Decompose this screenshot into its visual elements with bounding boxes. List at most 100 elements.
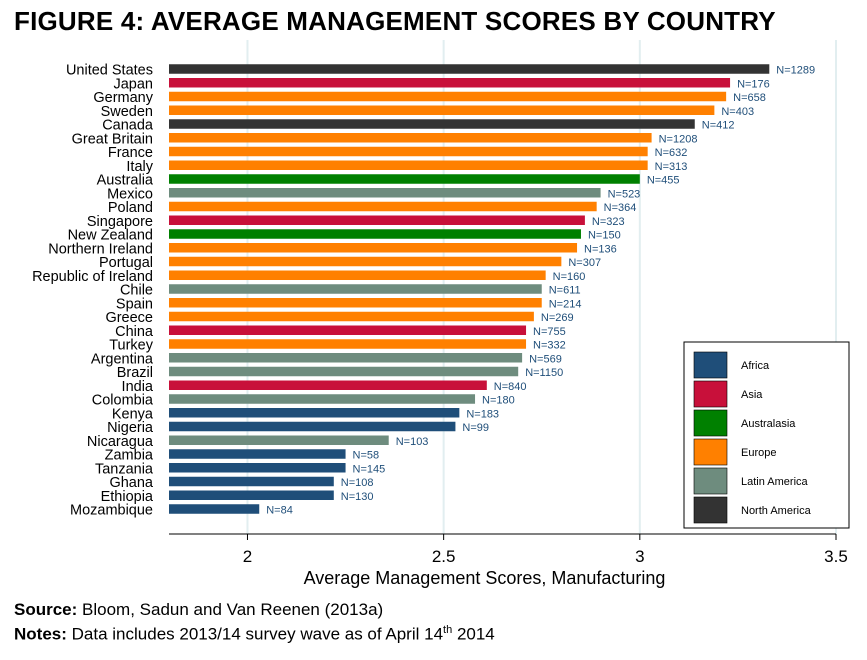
n-label: N=313	[655, 161, 688, 173]
n-label: N=569	[529, 353, 562, 365]
country-label: Nicaragua	[87, 434, 154, 450]
bar	[169, 160, 648, 170]
legend-swatch	[693, 409, 728, 437]
country-label: Greece	[105, 310, 153, 326]
n-labels: N=1289 N=176 N=658 N=403 N=412 N=1208 N=632 N=3…	[266, 65, 815, 517]
country-label: Spain	[116, 296, 153, 312]
legend-swatch	[693, 380, 728, 408]
n-label: N=160	[553, 271, 586, 283]
legend-label: North America	[741, 505, 812, 517]
bar	[169, 270, 546, 280]
n-label: N=58	[353, 450, 380, 462]
country-label: Portugal	[99, 255, 153, 271]
n-label: N=412	[702, 120, 735, 132]
country-label: Zambia	[105, 448, 154, 464]
n-label: N=99	[462, 422, 489, 434]
country-label: Australia	[97, 173, 154, 189]
bar	[169, 408, 460, 418]
country-label: India	[122, 379, 154, 395]
n-label: N=840	[494, 381, 527, 393]
country-label: New Zealand	[68, 228, 153, 244]
bars	[169, 64, 770, 514]
n-label: N=84	[266, 505, 293, 517]
country-label: Kenya	[112, 406, 154, 422]
country-label: Nigeria	[107, 420, 154, 436]
n-label: N=176	[737, 78, 770, 90]
country-label: Japan	[113, 76, 153, 92]
source-note: Source: Bloom, Sadun and Van Reenen (201…	[14, 600, 383, 620]
n-label: N=323	[592, 216, 625, 228]
legend-label: Asia	[741, 389, 763, 401]
bar	[169, 311, 534, 322]
country-label: Italy	[126, 159, 153, 175]
bar	[169, 366, 519, 377]
bar	[169, 188, 601, 198]
bar	[169, 504, 260, 514]
bar	[169, 105, 715, 115]
source-label: Source:	[14, 600, 78, 619]
country-label: Brazil	[117, 365, 153, 381]
x-tick-label: 3	[635, 547, 644, 566]
n-label: N=103	[396, 436, 429, 448]
legend-swatch	[693, 496, 728, 524]
country-label: Singapore	[87, 214, 153, 230]
n-label: N=214	[549, 298, 582, 310]
notes-note: Notes: Data includes 2013/14 survey wave…	[14, 624, 495, 645]
notes-label: Notes:	[14, 624, 67, 644]
bar	[169, 463, 346, 473]
n-label: N=145	[353, 463, 386, 475]
bar	[169, 243, 578, 253]
country-label: Poland	[108, 200, 153, 216]
bar	[169, 325, 527, 335]
n-label: N=130	[341, 491, 374, 503]
legend-swatch	[693, 351, 728, 379]
country-label: Sweden	[101, 104, 153, 120]
x-tick-label: 3.5	[824, 547, 848, 566]
n-label: N=364	[604, 202, 637, 214]
x-tick-label: 2.5	[432, 547, 456, 566]
n-label: N=307	[568, 257, 601, 269]
n-label: N=108	[341, 477, 374, 489]
n-label: N=403	[721, 106, 754, 118]
bar	[169, 91, 727, 102]
chart-title: FIGURE 4: AVERAGE MANAGEMENT SCORES BY C…	[14, 6, 776, 36]
n-label: N=332	[533, 340, 566, 352]
bar	[169, 78, 731, 88]
country-label: Colombia	[92, 393, 154, 409]
source-text: Bloom, Sadun and Van Reenen (2013a)	[82, 600, 384, 619]
bar	[169, 421, 456, 432]
country-label: Great Britain	[72, 131, 153, 147]
bar	[169, 339, 527, 349]
n-label: N=183	[466, 408, 499, 420]
legend-label: Australasia	[741, 418, 796, 430]
x-tick-label: 2	[243, 547, 252, 566]
country-label: Ethiopia	[101, 489, 154, 505]
country-label: United States	[66, 63, 153, 79]
legend-label: Africa	[741, 360, 770, 372]
n-label: N=611	[549, 285, 581, 297]
bar	[169, 229, 581, 239]
n-label: N=269	[541, 312, 574, 324]
country-labels: United StatesJapanGermanySwedenCanadaGre…	[32, 63, 154, 519]
legend-swatch	[693, 438, 728, 466]
bar	[169, 490, 334, 500]
country-label: Northern Ireland	[48, 241, 153, 257]
n-label: N=523	[608, 188, 641, 200]
bar	[169, 476, 334, 487]
country-label: Ghana	[109, 475, 153, 491]
n-label: N=658	[733, 92, 766, 104]
n-label: N=180	[482, 395, 515, 407]
country-label: Canada	[102, 118, 154, 134]
bar	[169, 380, 487, 390]
notes-superscript: th	[443, 624, 453, 636]
bar	[169, 174, 640, 184]
bar	[169, 353, 523, 363]
legend-label: Latin America	[741, 476, 809, 488]
bar	[169, 256, 562, 267]
bar	[169, 119, 695, 129]
legend-label: Europe	[741, 447, 776, 459]
country-label: Mozambique	[70, 503, 153, 519]
bar	[169, 394, 476, 404]
country-label: China	[115, 324, 154, 340]
